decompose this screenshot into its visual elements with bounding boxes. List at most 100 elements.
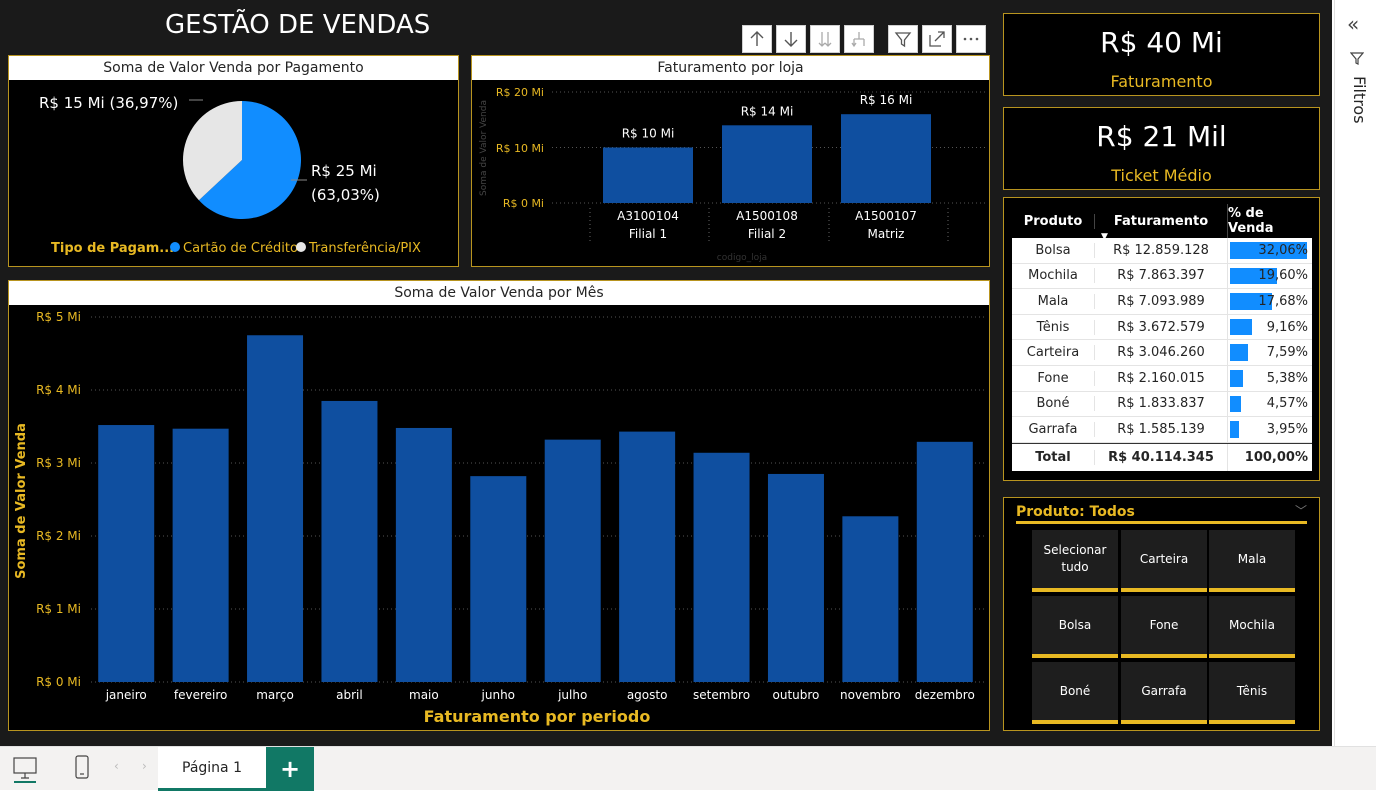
month-xtick: dezembro: [915, 688, 975, 702]
slicer-tile[interactable]: Mala: [1209, 530, 1295, 592]
kpi-card-faturamento[interactable]: R$ 40 Mi Faturamento: [1003, 13, 1320, 96]
store-xtick-name: Matriz: [868, 227, 905, 241]
cell-faturamento: R$ 3.046.260: [1094, 345, 1227, 361]
cell-faturamento: R$ 1.833.837: [1094, 396, 1227, 412]
mobile-layout-icon[interactable]: [74, 755, 90, 785]
month-xtick: agosto: [627, 688, 668, 702]
slicer-tile[interactable]: Mochila: [1209, 596, 1295, 658]
arrow-down-icon[interactable]: [776, 25, 806, 53]
table-row[interactable]: Bolsa R$ 12.859.128 32,06%: [1012, 238, 1312, 264]
kpi-value: R$ 40 Mi: [1100, 26, 1223, 59]
month-bar[interactable]: [395, 427, 452, 682]
month-bar[interactable]: [321, 400, 378, 682]
column-header-faturamento[interactable]: Faturamento ▼: [1094, 213, 1227, 242]
store-bar[interactable]: [603, 147, 693, 204]
store-xlabel: codigo_loja: [717, 253, 767, 263]
month-ytick: R$ 0 Mi: [36, 675, 81, 689]
table-row[interactable]: Mochila R$ 7.863.397 19,60%: [1012, 263, 1312, 290]
month-bar[interactable]: [916, 441, 973, 682]
desktop-layout-icon[interactable]: [12, 755, 38, 787]
month-xtick: março: [256, 688, 294, 702]
column-header-produto[interactable]: Produto: [1023, 213, 1083, 229]
table-row[interactable]: Fone R$ 2.160.015 5,38%: [1012, 365, 1312, 392]
month-ytick: R$ 3 Mi: [36, 456, 81, 470]
arrow-up-icon[interactable]: [742, 25, 772, 53]
data-bar: [1230, 395, 1241, 413]
month-chart-visual[interactable]: Soma de Valor Venda por Mês R$ 0 Mi R$ 1 …: [8, 280, 990, 731]
table-row[interactable]: Carteira R$ 3.046.260 7,59%: [1012, 340, 1312, 366]
store-bar-label: R$ 10 Mi: [622, 127, 675, 141]
column-header-pct[interactable]: % de Venda: [1227, 204, 1312, 238]
month-xtick: fevereiro: [174, 688, 228, 702]
more-options-icon[interactable]: [956, 25, 986, 53]
store-xtick-name: Filial 2: [748, 227, 786, 241]
month-bar[interactable]: [842, 516, 899, 682]
table-row[interactable]: Mala R$ 7.093.989 17,68%: [1012, 289, 1312, 315]
month-bar[interactable]: [98, 425, 155, 682]
table-header: Produto Faturamento ▼ % de Venda: [1012, 204, 1312, 242]
filter-icon[interactable]: [888, 25, 918, 53]
pie-slice-credit-card[interactable]: [198, 101, 301, 220]
month-bar[interactable]: [544, 439, 601, 682]
data-bar: [1230, 369, 1243, 387]
slicer-header[interactable]: Produto: Todos ﹀: [1016, 504, 1307, 524]
focus-mode-icon[interactable]: [922, 25, 952, 53]
store-xtick-code: A1500107: [855, 209, 917, 223]
table-row[interactable]: Boné R$ 1.833.837 4,57%: [1012, 391, 1312, 418]
double-arrow-down-icon[interactable]: [810, 25, 840, 53]
cell-produto: Garrafa: [1028, 421, 1078, 437]
cell-pct: 19,60%: [1227, 263, 1312, 289]
slicer-tile[interactable]: Carteira: [1121, 530, 1207, 592]
month-bar[interactable]: [693, 452, 750, 682]
column-header-label: Faturamento: [1113, 213, 1209, 229]
month-bar[interactable]: [247, 335, 304, 682]
store-bar[interactable]: [722, 125, 812, 203]
cell-pct-text: 5,38%: [1266, 370, 1308, 386]
cell-produto: Bolsa: [1035, 242, 1071, 258]
chevron-down-icon[interactable]: ﹀: [1294, 504, 1307, 518]
month-xlabel: Faturamento por periodo: [424, 707, 651, 726]
pie-label-credit-pct: (63,03%): [311, 186, 380, 204]
month-bar[interactable]: [619, 431, 676, 682]
expand-hierarchy-icon[interactable]: [844, 25, 874, 53]
pie-chart-visual[interactable]: Soma de Valor Venda por Pagamento R$ 15 …: [8, 55, 459, 267]
kpi-card-ticket-medio[interactable]: R$ 21 Mil Ticket Médio: [1003, 107, 1320, 190]
chevron-right-icon[interactable]: ›: [142, 759, 147, 773]
pie-slice-pix[interactable]: [183, 101, 242, 201]
slicer-tile[interactable]: Bolsa: [1032, 596, 1118, 658]
month-bar[interactable]: [172, 428, 229, 682]
table-row[interactable]: Garrafa R$ 1.585.139 3,95%: [1012, 417, 1312, 443]
sort-desc-icon[interactable]: ▼: [1101, 231, 1108, 242]
store-bar[interactable]: [841, 114, 931, 203]
store-xtick-name: Filial 1: [629, 227, 667, 241]
collapse-pane-icon[interactable]: «: [1347, 12, 1360, 36]
slicer-tile[interactable]: Fone: [1121, 596, 1207, 658]
cell-pct-text: 3,95%: [1266, 421, 1308, 437]
month-bar-chart: R$ 0 Mi R$ 1 Mi R$ 2 Mi R$ 3 Mi R$ 4 Mi R$ 5 …: [14, 310, 984, 726]
legend-item-pix[interactable]: Transferência/PIX: [308, 241, 421, 256]
slicer-tile[interactable]: Selecionar tudo: [1032, 530, 1118, 592]
page-tab[interactable]: Página 1: [158, 747, 266, 791]
page-navigation-bar: ‹ › Página 1 +: [0, 746, 1376, 791]
legend-item-credit[interactable]: Cartão de Crédito: [183, 241, 298, 256]
cell-faturamento: R$ 2.160.015: [1094, 370, 1227, 386]
month-xtick: outubro: [773, 688, 820, 702]
chevron-left-icon[interactable]: ‹: [114, 759, 119, 773]
slicer-tile[interactable]: Tênis: [1209, 662, 1295, 724]
month-bar[interactable]: [470, 476, 527, 682]
slicer-tile[interactable]: Boné: [1032, 662, 1118, 724]
month-xtick: novembro: [840, 688, 901, 702]
add-page-button[interactable]: +: [266, 747, 314, 791]
product-table-visual[interactable]: Produto Faturamento ▼ % de Venda Bolsa R$…: [1003, 197, 1320, 481]
cell-produto: Carteira: [1026, 345, 1080, 361]
product-slicer[interactable]: Produto: Todos ﹀ Selecionar tudo Carteira…: [1003, 497, 1320, 731]
cell-pct: 7,59%: [1227, 340, 1312, 365]
month-bar[interactable]: [767, 473, 824, 682]
filter-pane-icon: [1349, 50, 1365, 69]
store-chart-visual[interactable]: Faturamento por loja R$ 20 Mi R$ 10 Mi R…: [471, 55, 990, 267]
table-row[interactable]: Tênis R$ 3.672.579 9,16%: [1012, 314, 1312, 341]
slicer-header-label: Produto: Todos: [1016, 504, 1135, 520]
data-bar: [1230, 421, 1240, 438]
filters-pane-label[interactable]: Filtros: [1350, 76, 1369, 124]
slicer-tile[interactable]: Garrafa: [1121, 662, 1207, 724]
